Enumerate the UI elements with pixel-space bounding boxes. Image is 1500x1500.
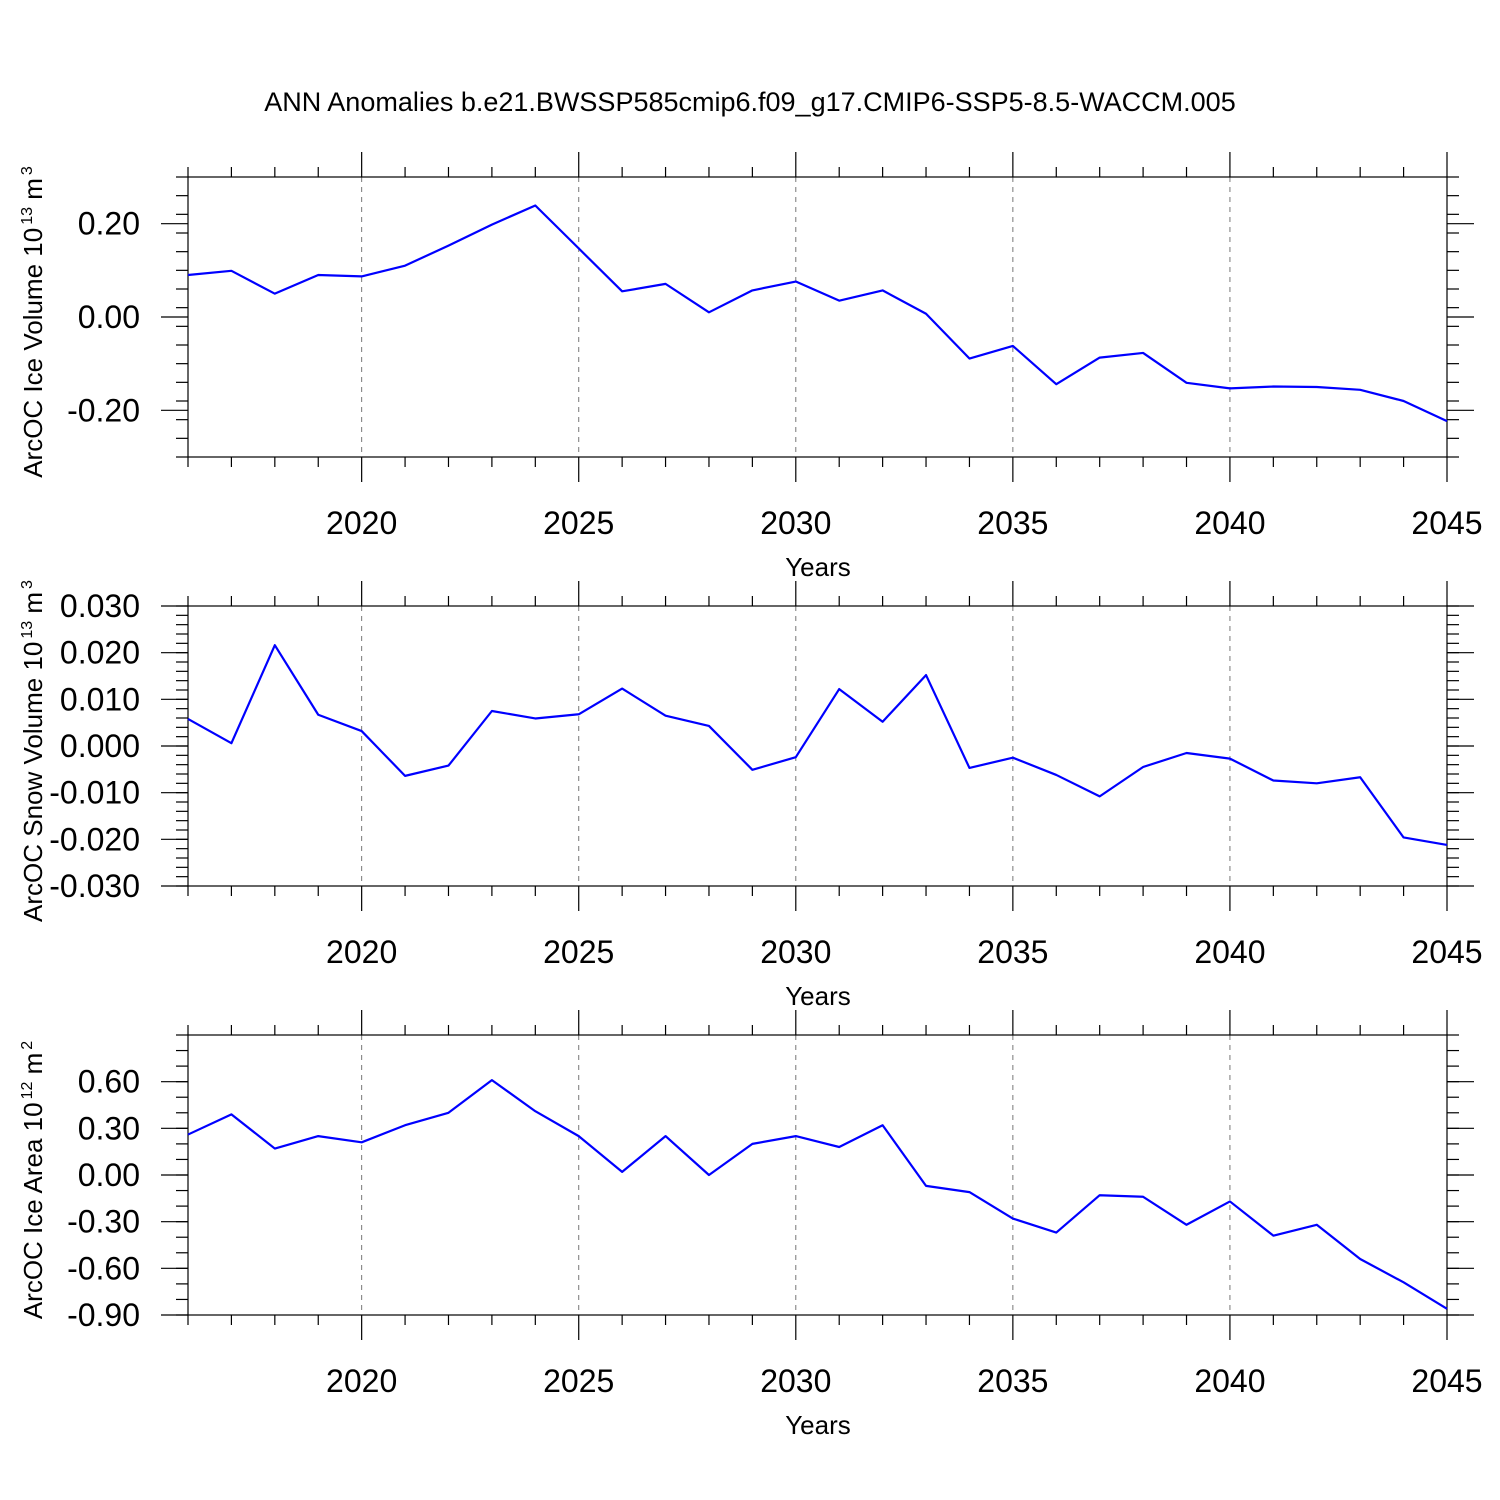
panel-3: 0.60 0.30 0.00 -0.30 -0.60 -0.90 2020 2025 2030 2… (18, 1010, 1483, 1440)
x-axis-title: Years (785, 981, 851, 1011)
x-tick-label: 2020 (326, 1363, 397, 1399)
x-tick-label: 2020 (326, 505, 397, 541)
y-tick-label: 0.020 (60, 635, 140, 671)
y-tick-label: 0.030 (60, 588, 140, 624)
y-tick-label: 0.20 (78, 206, 140, 242)
y-tick-label: 0.00 (78, 299, 140, 335)
figure-title: ANN Anomalies b.e21.BWSSP585cmip6.f09_g1… (264, 87, 1235, 117)
y-tick-label: 0.00 (78, 1157, 140, 1193)
y-tick-label: -0.030 (49, 868, 140, 904)
panels: 0.20 0.00 -0.20 2020 2025 2030 2035 2040 2045 Yea… (18, 152, 1483, 1440)
x-tick-label: 2045 (1411, 505, 1482, 541)
y-axis-title-exponent: 12 (19, 1082, 36, 1100)
y-axis-title-text: ArcOC Ice Area 10 (18, 1102, 48, 1319)
x-tick-label: 2040 (1194, 1363, 1265, 1399)
plot-frame (187, 1034, 1448, 1316)
y-axis-title-unit-exponent: 3 (19, 166, 36, 175)
y-axis-title-text: ArcOC Snow Volume 10 (18, 642, 48, 922)
y-tick-label: 0.60 (78, 1064, 140, 1100)
y-tick-label: -0.020 (49, 821, 140, 857)
y-tick-label: 0.30 (78, 1110, 140, 1146)
y-tick-label: -0.010 (49, 775, 140, 811)
x-tick-label: 2025 (543, 1363, 614, 1399)
x-axis-title: Years (785, 1410, 851, 1440)
plot-frame (187, 176, 1448, 458)
y-axis-title: ArcOC Ice Volume 10 13 m 3 (18, 166, 48, 478)
y-axis-title-exponent: 13 (19, 207, 36, 225)
y-axis-title-exponent: 13 (19, 621, 36, 639)
x-tick-label: 2025 (543, 505, 614, 541)
y-tick-label: -0.20 (67, 392, 140, 428)
x-axis-title: Years (785, 552, 851, 582)
x-tick-label: 2025 (543, 934, 614, 970)
y-tick-label: 0.010 (60, 681, 140, 717)
x-tick-label: 2035 (977, 934, 1048, 970)
x-tick-label: 2035 (977, 505, 1048, 541)
x-tick-label: 2045 (1411, 1363, 1482, 1399)
x-tick-label: 2035 (977, 1363, 1048, 1399)
y-axis-title-unit: m (18, 178, 48, 207)
series-line-1-1 (187, 204, 1448, 423)
x-tick-label: 2030 (760, 934, 831, 970)
x-tick-label: 2020 (326, 934, 397, 970)
y-tick-label: -0.90 (67, 1297, 140, 1333)
y-tick-label: 0.000 (60, 728, 140, 764)
y-axis-title: ArcOC Snow Volume 10 13 m 3 (18, 580, 48, 922)
y-axis-title-unit-exponent: 2 (19, 1041, 36, 1050)
series-line-3-1 (187, 1079, 1448, 1310)
panel-2: 0.030 0.020 0.010 0.000 -0.010 -0.020 -0.030 20… (18, 580, 1483, 1011)
y-axis-title-text: ArcOC Ice Volume 10 (18, 228, 48, 478)
panel-1: 0.20 0.00 -0.20 2020 2025 2030 2035 2040 2045 Yea… (18, 152, 1483, 582)
y-axis-title-unit: m (18, 1053, 48, 1082)
x-tick-label: 2030 (760, 1363, 831, 1399)
series-line-2-1 (187, 644, 1448, 847)
y-axis-title-unit: m (18, 592, 48, 621)
y-axis-title: ArcOC Ice Area 10 12 m 2 (18, 1041, 48, 1319)
x-tick-label: 2040 (1194, 505, 1265, 541)
y-axis-title-unit-exponent: 3 (19, 580, 36, 589)
x-tick-label: 2045 (1411, 934, 1482, 970)
x-tick-label: 2030 (760, 505, 831, 541)
y-tick-label: -0.60 (67, 1250, 140, 1286)
x-tick-label: 2040 (1194, 934, 1265, 970)
y-tick-label: -0.30 (67, 1204, 140, 1240)
